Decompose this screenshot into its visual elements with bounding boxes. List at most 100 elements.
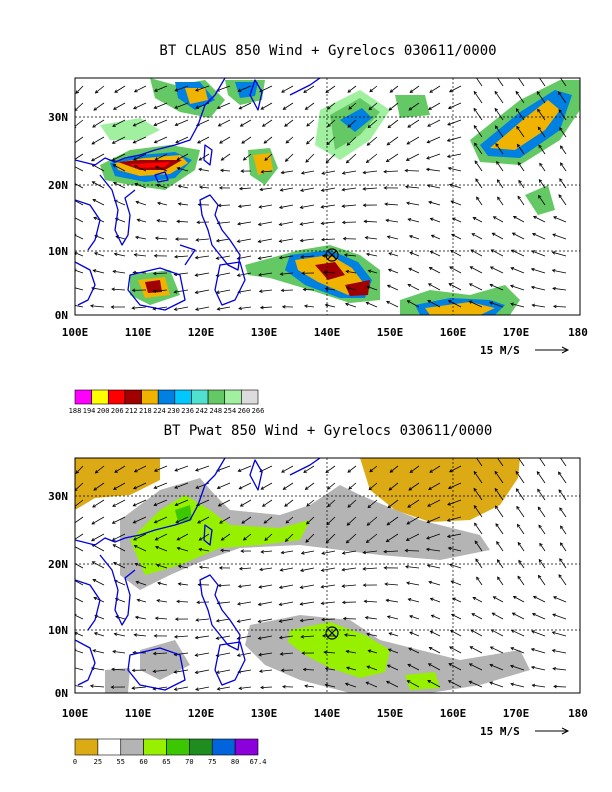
wind-vector-head — [494, 107, 499, 112]
wind-vector — [429, 647, 441, 654]
wind-vector-head — [474, 142, 478, 147]
wind-vector-head — [134, 562, 139, 567]
wind-vector-head — [448, 283, 453, 287]
wind-vector-head — [153, 519, 158, 524]
wind-vector-head — [131, 668, 136, 673]
panel-2-lon-130e: 130E — [251, 707, 278, 720]
wind-vector — [174, 465, 189, 472]
wind-vector-head — [305, 539, 309, 543]
wind-vector — [133, 499, 147, 507]
wind-vector — [536, 91, 546, 104]
wind-vector-head — [279, 568, 284, 572]
wind-vector-head — [473, 487, 477, 492]
wind-vector-head — [220, 168, 224, 173]
wind-vector-head — [136, 218, 141, 222]
wind-vector — [135, 201, 147, 206]
wind-vector — [407, 284, 420, 291]
wind-vector — [259, 567, 273, 571]
wind-vector — [384, 550, 399, 553]
wind-vector — [387, 236, 399, 240]
wind-vector — [475, 558, 483, 569]
wind-vector-head — [173, 307, 178, 311]
colorbar-swatch — [74, 738, 99, 756]
wind-vector — [306, 119, 315, 127]
wind-vector — [448, 680, 462, 688]
wind-vector-head — [259, 567, 263, 572]
wind-vector — [469, 300, 483, 308]
wind-vector — [366, 302, 378, 308]
wind-vector — [448, 283, 462, 291]
panel-1-lon-120e: 120E — [188, 326, 215, 339]
wind-vector — [408, 482, 420, 491]
wind-vector-head — [300, 551, 305, 555]
wind-vector-head — [304, 684, 308, 688]
wind-vector-head — [194, 255, 199, 260]
wind-vector-head — [152, 271, 157, 276]
wind-vector-head — [112, 503, 116, 507]
wind-vector — [538, 144, 546, 155]
wind-vector — [406, 153, 420, 161]
wind-vector-head — [408, 647, 412, 651]
wind-vector — [216, 652, 231, 657]
colorbar-swatch — [189, 738, 213, 756]
wind-vector — [75, 200, 84, 206]
wind-vector — [537, 506, 546, 518]
wind-vector — [303, 289, 315, 291]
wind-vector — [494, 91, 504, 104]
colorbar-label: 80 — [231, 758, 239, 766]
wind-vector — [112, 650, 126, 654]
wind-vector-head — [517, 161, 522, 166]
wind-vector-head — [281, 89, 285, 93]
wind-vector-head — [237, 88, 242, 92]
wind-vector-head — [153, 485, 158, 489]
wind-vector — [532, 613, 546, 620]
wind-vector — [552, 287, 567, 291]
wind-vector-head — [195, 618, 199, 622]
wind-vector — [285, 153, 294, 162]
wind-vector-head — [447, 122, 451, 126]
wind-vector-head — [471, 613, 476, 617]
wind-vector — [153, 652, 168, 655]
wind-vector — [175, 516, 189, 524]
wind-vector-head — [238, 106, 243, 110]
wind-vector-head — [516, 523, 521, 528]
wind-vector-head — [426, 184, 431, 188]
wind-vector-head — [133, 544, 138, 549]
wind-vector-head — [344, 682, 349, 686]
wind-vector — [429, 267, 441, 274]
wind-vector — [365, 681, 378, 688]
wind-vector-head — [449, 646, 453, 650]
colorbar-swatch — [166, 738, 190, 756]
wind-vector-head — [131, 306, 136, 310]
wind-vector — [264, 533, 273, 541]
wind-vector-head — [386, 284, 391, 289]
wind-vector-head — [71, 304, 74, 307]
wind-vector — [497, 576, 504, 586]
wind-vector — [387, 285, 399, 291]
wind-vector — [560, 542, 567, 552]
wind-vector — [260, 102, 273, 110]
wind-vector-head — [489, 663, 494, 668]
wind-vector-head — [260, 106, 265, 110]
wind-vector — [199, 566, 210, 569]
wind-vector — [388, 648, 399, 654]
wind-vector-head — [558, 109, 562, 113]
wind-vector-head — [71, 181, 74, 184]
wind-vector — [195, 85, 210, 91]
wind-vector — [75, 499, 84, 507]
wind-vector-head — [448, 89, 453, 93]
wind-vector — [306, 499, 315, 507]
wind-vector — [476, 576, 483, 586]
wind-vector-head — [174, 502, 179, 507]
wind-vector-head — [510, 284, 514, 289]
wind-vector — [281, 465, 294, 473]
wind-vector — [533, 216, 546, 223]
wind-vector-head — [388, 632, 393, 636]
wind-vector — [489, 301, 504, 308]
wind-vector-head — [195, 238, 200, 242]
wind-vector-head — [71, 684, 74, 687]
wind-vector — [496, 161, 504, 172]
wind-vector-head — [321, 254, 326, 258]
wind-vector-head — [195, 485, 200, 489]
wind-vector — [300, 204, 315, 209]
